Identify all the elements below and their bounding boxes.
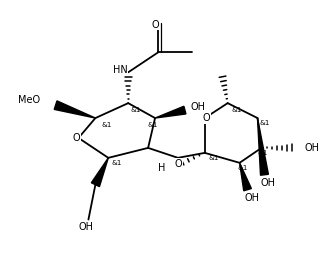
Polygon shape (54, 101, 96, 118)
Text: &1: &1 (232, 107, 242, 113)
Polygon shape (155, 106, 186, 118)
Text: &1: &1 (147, 122, 158, 128)
Text: OH: OH (244, 193, 259, 203)
Text: OH: OH (190, 102, 205, 112)
Text: &1: &1 (111, 160, 122, 166)
Polygon shape (239, 163, 252, 191)
Text: &1: &1 (130, 107, 141, 113)
Text: OH: OH (305, 143, 320, 153)
Polygon shape (92, 158, 108, 187)
Text: H: H (158, 163, 166, 173)
Text: O: O (73, 133, 80, 143)
Text: O: O (174, 159, 182, 169)
Text: O: O (151, 20, 159, 30)
Text: OH: OH (261, 178, 276, 188)
Text: HN: HN (113, 65, 128, 75)
Text: &1: &1 (209, 155, 219, 161)
Polygon shape (258, 118, 269, 175)
Text: MeO: MeO (18, 95, 40, 105)
Text: &1: &1 (260, 120, 270, 126)
Text: &1: &1 (101, 122, 112, 128)
Text: &1: &1 (237, 165, 248, 171)
Text: &1: &1 (258, 150, 268, 156)
Text: O: O (203, 113, 211, 123)
Text: OH: OH (79, 223, 94, 233)
